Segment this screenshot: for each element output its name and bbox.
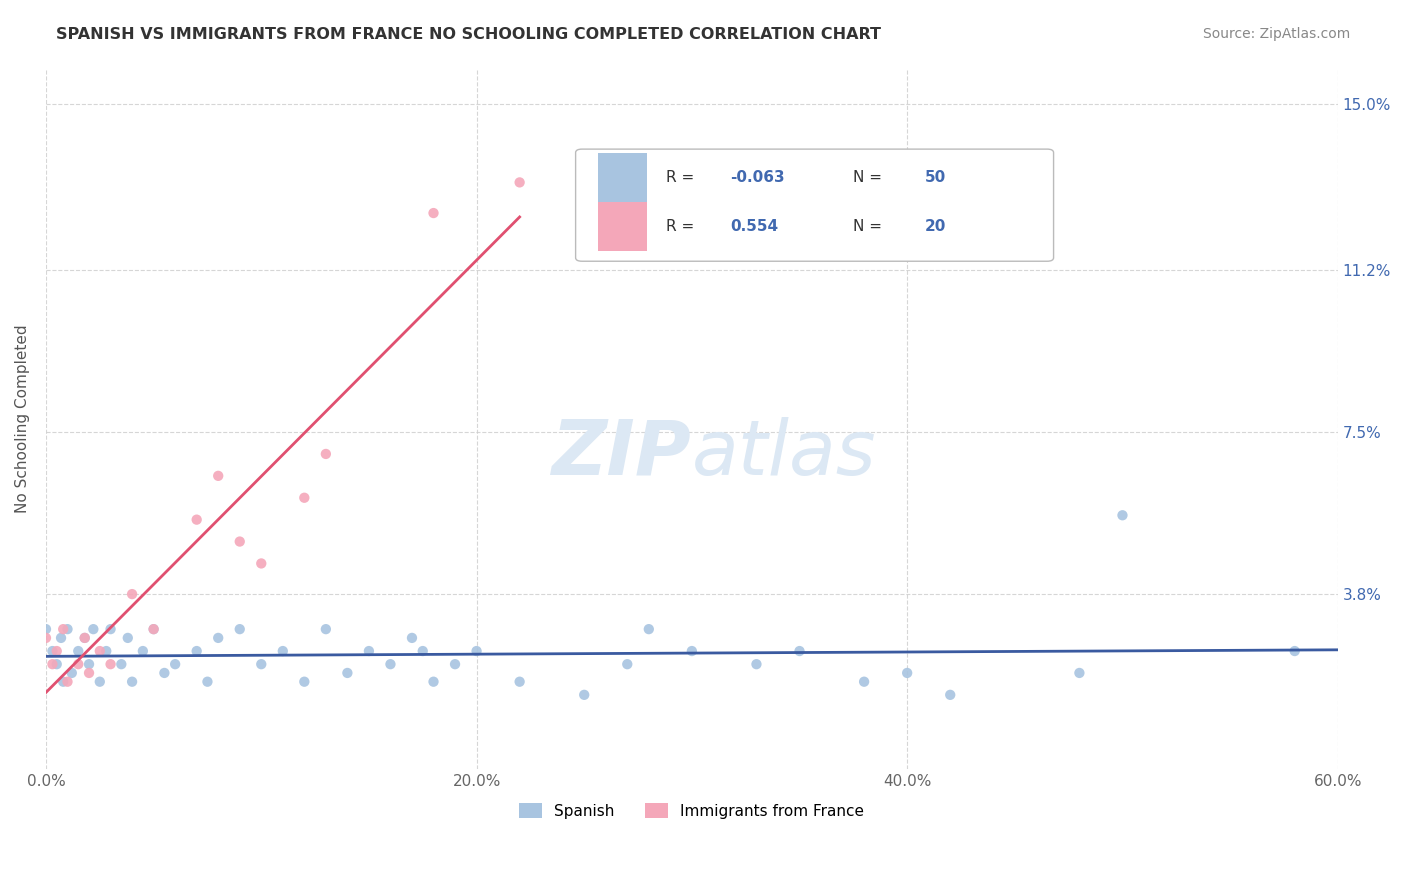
Point	[142, 622, 165, 636]
Point	[49, 631, 72, 645]
Point	[197, 674, 219, 689]
Point	[444, 657, 467, 672]
Point	[121, 674, 143, 689]
Point	[77, 665, 100, 680]
Text: R =: R =	[666, 219, 699, 234]
Point	[1111, 508, 1133, 523]
Point	[292, 491, 315, 505]
Point	[142, 622, 165, 636]
Point	[1284, 644, 1306, 658]
Point	[229, 622, 252, 636]
Point	[681, 644, 703, 658]
Text: R =: R =	[666, 169, 699, 185]
Point	[35, 631, 58, 645]
Point	[73, 631, 96, 645]
Text: 50: 50	[924, 169, 946, 185]
Point	[89, 674, 111, 689]
Text: -0.063: -0.063	[731, 169, 785, 185]
Point	[77, 657, 100, 672]
Point	[315, 622, 337, 636]
Point	[153, 665, 176, 680]
Point	[121, 587, 143, 601]
FancyBboxPatch shape	[598, 153, 647, 202]
Point	[401, 631, 423, 645]
Point	[89, 644, 111, 658]
Point	[336, 665, 359, 680]
FancyBboxPatch shape	[575, 149, 1053, 261]
Text: atlas: atlas	[692, 417, 876, 491]
Point	[412, 644, 434, 658]
Point	[509, 175, 531, 189]
Point	[380, 657, 402, 672]
Point	[35, 622, 58, 636]
Point	[100, 622, 122, 636]
Text: SPANISH VS IMMIGRANTS FROM FRANCE NO SCHOOLING COMPLETED CORRELATION CHART: SPANISH VS IMMIGRANTS FROM FRANCE NO SCH…	[56, 27, 882, 42]
Point	[117, 631, 139, 645]
Point	[41, 657, 63, 672]
Point	[52, 622, 75, 636]
Point	[574, 688, 596, 702]
Point	[56, 674, 79, 689]
Point	[357, 644, 380, 658]
Point	[45, 657, 67, 672]
FancyBboxPatch shape	[598, 202, 647, 251]
Point	[292, 674, 315, 689]
Y-axis label: No Schooling Completed: No Schooling Completed	[15, 325, 30, 513]
Point	[229, 534, 252, 549]
Point	[186, 644, 208, 658]
Point	[82, 622, 104, 636]
Point	[315, 447, 337, 461]
Point	[896, 665, 918, 680]
Point	[1069, 665, 1091, 680]
Point	[207, 468, 229, 483]
Text: 20: 20	[924, 219, 946, 234]
Point	[422, 674, 444, 689]
Point	[250, 557, 273, 571]
Point	[939, 688, 962, 702]
Point	[100, 657, 122, 672]
Text: Source: ZipAtlas.com: Source: ZipAtlas.com	[1202, 27, 1350, 41]
Point	[132, 644, 155, 658]
Point	[73, 631, 96, 645]
Point	[60, 665, 83, 680]
Point	[96, 644, 118, 658]
Point	[186, 513, 208, 527]
Point	[422, 206, 444, 220]
Point	[67, 657, 90, 672]
Point	[616, 657, 638, 672]
Legend: Spanish, Immigrants from France: Spanish, Immigrants from France	[513, 797, 870, 825]
Point	[271, 644, 294, 658]
Point	[250, 657, 273, 672]
Point	[41, 644, 63, 658]
Text: N =: N =	[853, 169, 887, 185]
Point	[45, 644, 67, 658]
Point	[789, 644, 811, 658]
Point	[853, 674, 876, 689]
Point	[745, 657, 768, 672]
Point	[637, 622, 659, 636]
Point	[52, 674, 75, 689]
Point	[207, 631, 229, 645]
Point	[509, 674, 531, 689]
Text: N =: N =	[853, 219, 887, 234]
Point	[67, 644, 90, 658]
Point	[56, 622, 79, 636]
Text: 0.554: 0.554	[731, 219, 779, 234]
Text: ZIP: ZIP	[553, 417, 692, 491]
Point	[165, 657, 187, 672]
Point	[465, 644, 488, 658]
Point	[110, 657, 132, 672]
